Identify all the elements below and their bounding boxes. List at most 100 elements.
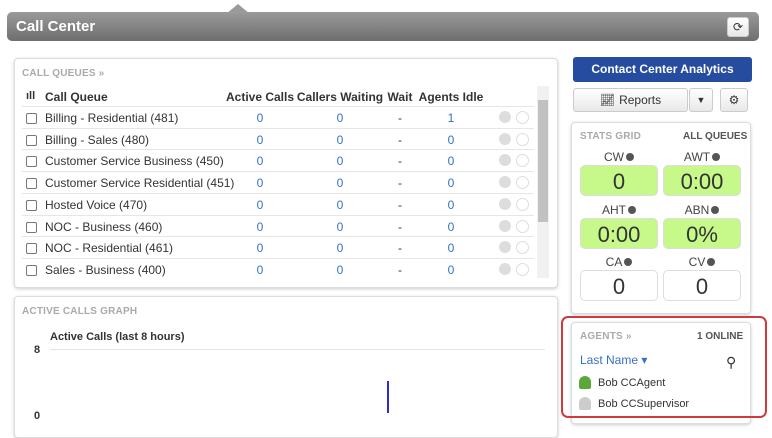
queue-cell: - bbox=[398, 197, 402, 212]
queue-cell: - bbox=[398, 154, 402, 169]
stat-label-text: CA bbox=[605, 255, 623, 269]
stat-label-text: ABN bbox=[684, 203, 710, 217]
stat-cell: AHT 0:00 bbox=[580, 203, 658, 249]
queue-cell: 0 bbox=[447, 262, 455, 277]
queue-name: Customer Service Residential (451) bbox=[45, 176, 235, 191]
queue-name: Hosted Voice (470) bbox=[45, 197, 148, 212]
row-divider bbox=[22, 214, 534, 216]
row-divider bbox=[22, 257, 534, 259]
agent-icon bbox=[499, 219, 511, 232]
grid-line bbox=[50, 349, 545, 350]
stat-value: 0 bbox=[580, 165, 658, 196]
queue-cell: - bbox=[398, 176, 402, 191]
checkbox[interactable] bbox=[26, 156, 37, 168]
column-header: Active Calls bbox=[225, 90, 295, 104]
y-top-label: 8 bbox=[34, 344, 41, 356]
queue-name: Sales - Business (400) bbox=[45, 262, 166, 277]
queue-cell: 0 bbox=[447, 241, 455, 256]
queue-cell: 0 bbox=[447, 197, 455, 212]
stat-value: 0 bbox=[580, 270, 658, 301]
agents-panel bbox=[571, 322, 751, 424]
queue-cell: 0 bbox=[336, 176, 344, 191]
agents-highlight bbox=[561, 316, 767, 418]
queue-cell: - bbox=[398, 132, 402, 147]
sort-label: Last Name bbox=[580, 353, 639, 367]
search-icon[interactable]: ⚲ bbox=[726, 354, 737, 370]
action-icon bbox=[516, 154, 529, 168]
stat-label-text: CV bbox=[688, 255, 706, 269]
queue-name: NOC - Residential (461) bbox=[45, 241, 174, 256]
stat-value: 0 bbox=[663, 270, 741, 301]
stat-label: CW bbox=[580, 150, 658, 165]
queue-cell: - bbox=[398, 262, 402, 277]
queue-cell: 0 bbox=[256, 111, 264, 125]
info-icon[interactable] bbox=[624, 258, 633, 266]
column-header: Wait bbox=[387, 90, 413, 104]
queue-cell: 0 bbox=[336, 262, 344, 277]
settings-button[interactable]: ⚙ bbox=[720, 88, 748, 112]
agent-icon bbox=[499, 154, 511, 167]
stat-label-text: AWT bbox=[683, 150, 711, 164]
stat-value: 0% bbox=[663, 218, 741, 249]
queue-cell: 0 bbox=[336, 154, 344, 169]
stat-value: 0:00 bbox=[663, 165, 741, 196]
checkbox[interactable] bbox=[26, 199, 37, 211]
stat-cell: AWT 0:00 bbox=[663, 150, 741, 196]
agent-name[interactable]: Bob CCAgent bbox=[598, 377, 666, 389]
agent-icon bbox=[499, 197, 511, 210]
column-header: Agents Idle bbox=[418, 90, 484, 104]
analytics-button[interactable]: Contact Center Analytics bbox=[573, 57, 752, 82]
refresh-button[interactable]: ⟳ bbox=[727, 17, 749, 37]
action-icon bbox=[516, 111, 529, 124]
reports-label: Reports bbox=[619, 93, 662, 107]
agents-title: AGENTS » bbox=[580, 331, 632, 342]
column-header: Call Queue bbox=[45, 90, 108, 104]
agent-icon bbox=[499, 111, 511, 123]
queue-cell: 0 bbox=[256, 132, 264, 147]
info-icon[interactable] bbox=[712, 153, 721, 161]
queue-cell: 0 bbox=[336, 241, 344, 256]
queue-cell: 0 bbox=[336, 132, 344, 147]
stat-label: CV bbox=[663, 255, 741, 270]
checkbox[interactable] bbox=[26, 264, 37, 276]
checkbox[interactable] bbox=[26, 221, 37, 233]
reports-caret[interactable]: ▼ bbox=[689, 88, 713, 112]
reports-icon: 📈︎ bbox=[599, 93, 616, 107]
header-title: Call Center bbox=[16, 18, 96, 35]
info-icon[interactable] bbox=[628, 206, 636, 214]
column-header: Callers Waiting bbox=[296, 90, 384, 104]
stat-label-text: CW bbox=[604, 150, 624, 164]
checkbox[interactable] bbox=[26, 178, 37, 190]
queue-cell: 0 bbox=[336, 197, 344, 212]
row-divider bbox=[22, 127, 534, 129]
queue-cell: - bbox=[398, 241, 402, 256]
checkbox[interactable] bbox=[26, 134, 37, 146]
info-icon[interactable] bbox=[711, 206, 720, 214]
action-icon bbox=[516, 176, 529, 190]
row-divider bbox=[22, 171, 534, 173]
stat-label: AHT bbox=[580, 203, 658, 218]
info-icon[interactable] bbox=[626, 153, 634, 161]
queue-cell: 0 bbox=[447, 219, 455, 234]
row-divider bbox=[22, 106, 534, 107]
queue-cell: 0 bbox=[256, 262, 264, 277]
agent-name[interactable]: Bob CCSupervisor bbox=[598, 398, 690, 410]
queue-cell: 0 bbox=[447, 154, 455, 169]
reports-button[interactable]: 📈︎ Reports bbox=[573, 88, 688, 112]
call-queues-title: CALL QUEUES » bbox=[22, 68, 105, 79]
sort-dropdown[interactable]: Last Name ▾ bbox=[580, 353, 648, 367]
graph-line bbox=[387, 381, 389, 413]
stat-value: 0:00 bbox=[580, 218, 658, 249]
info-icon[interactable] bbox=[707, 258, 716, 266]
stat-cell: ABN 0% bbox=[663, 203, 741, 249]
stat-label: CA bbox=[580, 255, 658, 270]
queue-cell: - bbox=[398, 111, 402, 125]
action-icon bbox=[516, 262, 529, 276]
y-bottom-label: 0 bbox=[34, 410, 41, 422]
agent-icon bbox=[499, 132, 511, 145]
checkbox[interactable] bbox=[26, 113, 37, 124]
agent-icon bbox=[499, 241, 511, 254]
stat-cell: CA 0 bbox=[580, 255, 658, 301]
checkbox[interactable] bbox=[26, 243, 37, 255]
notch bbox=[226, 4, 250, 14]
